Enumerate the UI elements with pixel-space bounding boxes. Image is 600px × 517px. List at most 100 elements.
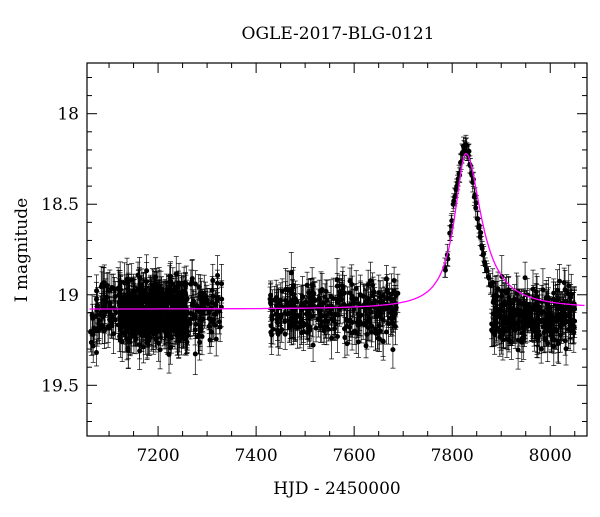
data-point	[190, 303, 195, 308]
data-point	[217, 319, 222, 324]
data-point	[384, 329, 389, 334]
data-point	[159, 319, 164, 324]
data-point	[356, 339, 361, 344]
data-point	[393, 324, 398, 329]
data-point	[219, 281, 224, 286]
data-point	[371, 289, 376, 294]
data-point	[358, 313, 363, 318]
data-point	[348, 319, 353, 324]
data-point	[298, 324, 303, 329]
data-point	[275, 320, 280, 325]
data-point	[342, 335, 347, 340]
data-point	[194, 303, 199, 308]
data-point	[149, 320, 154, 325]
data-point	[161, 294, 166, 299]
data-point	[99, 310, 104, 315]
data-point	[93, 313, 98, 318]
data-point	[335, 334, 340, 339]
data-point	[312, 298, 317, 303]
data-point	[144, 311, 149, 316]
data-point	[389, 315, 394, 320]
data-point	[199, 317, 204, 322]
data-point	[214, 337, 219, 342]
data-point	[365, 319, 370, 324]
data-point	[385, 306, 390, 311]
data-point	[158, 347, 163, 352]
data-point	[385, 287, 390, 292]
data-point	[140, 321, 145, 326]
data-point	[368, 278, 373, 283]
data-point	[122, 281, 127, 286]
data-point	[125, 320, 130, 325]
data-point	[137, 348, 142, 353]
data-point	[500, 288, 505, 293]
data-point	[303, 300, 308, 305]
data-point	[377, 336, 382, 341]
data-point	[218, 325, 223, 330]
data-point	[380, 306, 385, 311]
data-point	[158, 324, 163, 329]
data-point	[129, 331, 134, 336]
data-point	[184, 334, 189, 339]
data-point	[137, 275, 142, 280]
data-point	[329, 312, 334, 317]
data-point	[557, 279, 562, 284]
data-point	[342, 291, 347, 296]
data-point	[290, 298, 295, 303]
data-point	[390, 347, 395, 352]
data-point	[179, 290, 184, 295]
data-point	[171, 321, 176, 326]
data-point	[189, 311, 194, 316]
data-point	[109, 323, 114, 328]
data-point	[174, 325, 179, 330]
data-points-group	[88, 135, 577, 374]
data-point	[282, 311, 287, 316]
data-point	[120, 339, 125, 344]
data-point	[210, 288, 215, 293]
data-point	[324, 324, 329, 329]
data-point	[310, 314, 315, 319]
data-point	[531, 287, 536, 292]
data-point	[370, 324, 375, 329]
data-point	[304, 322, 309, 327]
data-point	[211, 294, 216, 299]
data-point	[94, 350, 99, 355]
data-point	[269, 323, 274, 328]
data-point	[138, 295, 143, 300]
data-point	[392, 278, 397, 283]
data-point	[369, 300, 374, 305]
data-point	[378, 328, 383, 333]
data-point	[122, 296, 127, 301]
data-point	[539, 347, 544, 352]
data-point	[127, 300, 132, 305]
data-point	[283, 332, 288, 337]
data-point	[384, 296, 389, 301]
data-point	[106, 288, 111, 293]
data-point	[196, 333, 201, 338]
data-point	[117, 334, 122, 339]
data-point	[113, 310, 118, 315]
data-point	[341, 302, 346, 307]
data-point	[274, 295, 279, 300]
data-point	[317, 296, 322, 301]
data-point	[347, 325, 352, 330]
data-point	[154, 298, 159, 303]
data-point	[167, 288, 172, 293]
data-point	[168, 328, 173, 333]
data-point	[379, 299, 384, 304]
data-point	[329, 336, 334, 341]
data-point	[364, 343, 369, 348]
data-point	[190, 276, 195, 281]
data-point	[276, 332, 281, 337]
chart-title: OGLE-2017-BLG-0121	[242, 24, 435, 44]
data-point	[104, 295, 109, 300]
data-point	[207, 324, 212, 329]
data-point	[269, 314, 274, 319]
data-point	[356, 301, 361, 306]
data-point	[168, 345, 173, 350]
data-point	[88, 330, 93, 335]
data-point	[129, 278, 134, 283]
data-point	[118, 287, 123, 292]
